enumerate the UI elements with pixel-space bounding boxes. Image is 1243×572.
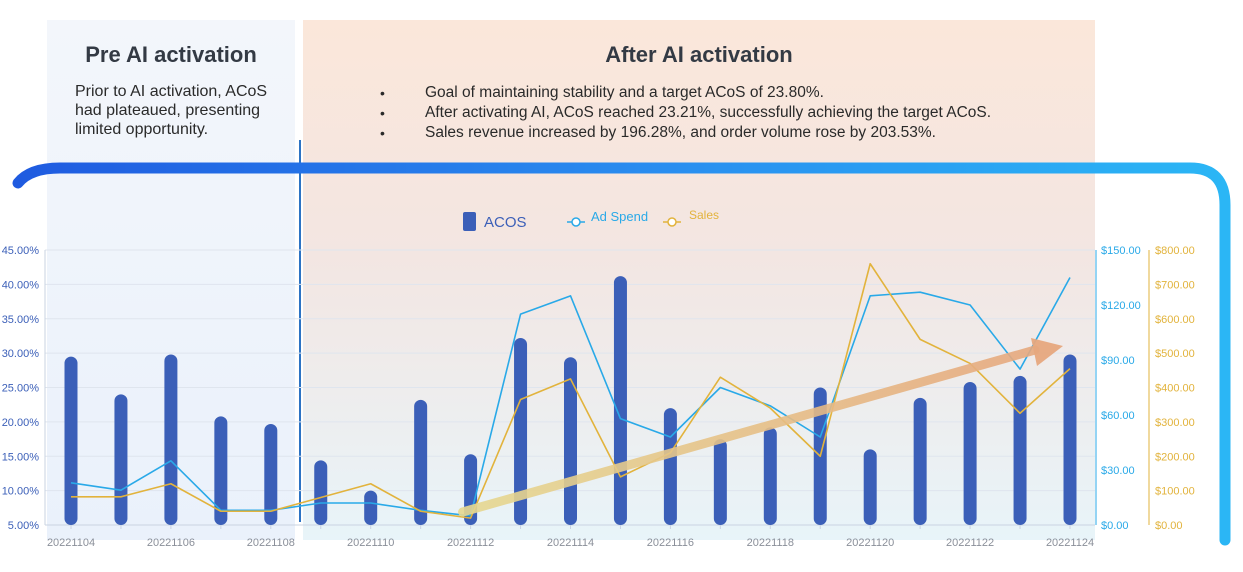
left-axis-tick: 35.00%	[2, 314, 40, 326]
x-axis-tick-label: 20221120	[846, 537, 894, 549]
after-ai-title: After AI activation	[605, 42, 793, 67]
trend-arrow-head	[1031, 338, 1063, 366]
mid-axis-tick: $30.00	[1101, 465, 1135, 477]
left-axis-tick: 45.00%	[2, 245, 40, 257]
left-axis-tick: 10.00%	[2, 486, 40, 498]
legend-sales-label: Sales	[689, 208, 719, 222]
mid-axis-tick: $60.00	[1101, 410, 1135, 422]
acos-bar	[1063, 354, 1077, 525]
right-axis-tick: $500.00	[1155, 348, 1195, 360]
acos-bar	[264, 423, 278, 525]
left-axis-tick: 15.00%	[2, 451, 40, 463]
acos-bar	[713, 439, 727, 525]
acos-bar	[663, 408, 677, 525]
acos-bar	[963, 382, 977, 525]
legend-acos-label: ACOS	[484, 214, 527, 231]
legend-ad-spend-marker	[571, 217, 581, 227]
legend-acos-swatch	[463, 212, 476, 231]
right-axis-tick: $200.00	[1155, 451, 1195, 463]
x-axis-tick-label: 20221118	[747, 537, 794, 549]
after-ai-panel: After AI activation Goal of maintaining …	[303, 20, 1095, 540]
x-axis-tick-label: 20221110	[347, 537, 394, 549]
x-axis-tick-label: 20221108	[247, 537, 295, 549]
trend-arrow-shaft	[458, 345, 1040, 517]
acos-bar	[564, 357, 577, 525]
acos-bar	[364, 490, 378, 525]
left-axis-tick: 5.00%	[8, 520, 39, 532]
activation-divider	[299, 140, 301, 522]
x-axis-tick-label: 20221112	[447, 537, 494, 549]
right-axis-tick: $100.00	[1155, 486, 1195, 498]
acos-bar	[114, 394, 128, 525]
right-axis-tick: $0.00	[1155, 520, 1183, 532]
right-axis-tick: $600.00	[1155, 314, 1195, 326]
acos-bar	[64, 356, 78, 525]
right-axis-tick: $300.00	[1155, 417, 1195, 429]
legend-ad-spend-label: Ad Spend	[591, 209, 648, 224]
left-axis-tick: 30.00%	[2, 348, 40, 360]
acos-bar	[1013, 375, 1027, 525]
ad-spend-line	[70, 277, 1071, 517]
bullet-item: Goal of maintaining stability and a targ…	[380, 83, 991, 103]
acos-bar	[913, 397, 927, 525]
mid-axis-tick: $150.00	[1101, 245, 1141, 257]
acos-bar	[314, 460, 328, 525]
acos-bar	[763, 427, 777, 525]
acos-bar	[514, 338, 528, 525]
bullet-item: After activating AI, ACoS reached 23.21%…	[380, 103, 991, 123]
pre-ai-title: Pre AI activation	[85, 42, 257, 67]
screen-frame	[12, 162, 1231, 546]
x-axis-tick-label: 20221106	[147, 537, 195, 549]
after-ai-bullets: Goal of maintaining stability and a targ…	[380, 83, 991, 143]
mid-axis-tick: $0.00	[1101, 520, 1129, 532]
x-axis-tick-label: 20221124	[1046, 537, 1094, 549]
acos-bar	[164, 354, 178, 525]
left-axis-tick: 20.00%	[2, 417, 40, 429]
x-axis-tick-label: 20221122	[946, 537, 994, 549]
mid-axis-tick: $120.00	[1101, 300, 1141, 312]
x-axis-tick-label: 20221114	[547, 537, 594, 549]
legend-sales-marker	[667, 217, 677, 227]
left-axis-tick: 40.00%	[2, 279, 40, 291]
x-axis-tick-label: 20221104	[47, 537, 95, 549]
left-axis-tick: 25.00%	[2, 383, 40, 395]
acos-bar	[613, 276, 627, 525]
acos-bar	[214, 416, 228, 525]
right-axis-tick: $700.00	[1155, 279, 1195, 291]
acos-bar	[863, 449, 877, 525]
acos-bar	[414, 399, 428, 525]
right-axis-tick: $400.00	[1155, 383, 1195, 395]
pre-ai-description: Prior to AI activation, ACoS had plateau…	[75, 83, 268, 138]
x-axis-tick-label: 20221116	[647, 537, 694, 549]
sales-line	[71, 262, 1071, 519]
bullet-item: Sales revenue increased by 196.28%, and …	[380, 123, 991, 143]
mid-axis-tick: $90.00	[1101, 355, 1135, 367]
right-axis-tick: $800.00	[1155, 245, 1195, 257]
